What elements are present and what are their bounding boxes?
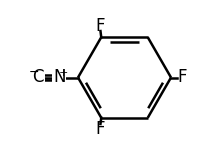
Text: F: F: [95, 17, 104, 35]
Text: N: N: [53, 69, 66, 86]
Text: F: F: [95, 120, 104, 138]
Text: −: −: [28, 66, 39, 79]
Text: +: +: [59, 68, 68, 78]
Text: C: C: [32, 69, 44, 86]
Text: F: F: [177, 69, 187, 86]
